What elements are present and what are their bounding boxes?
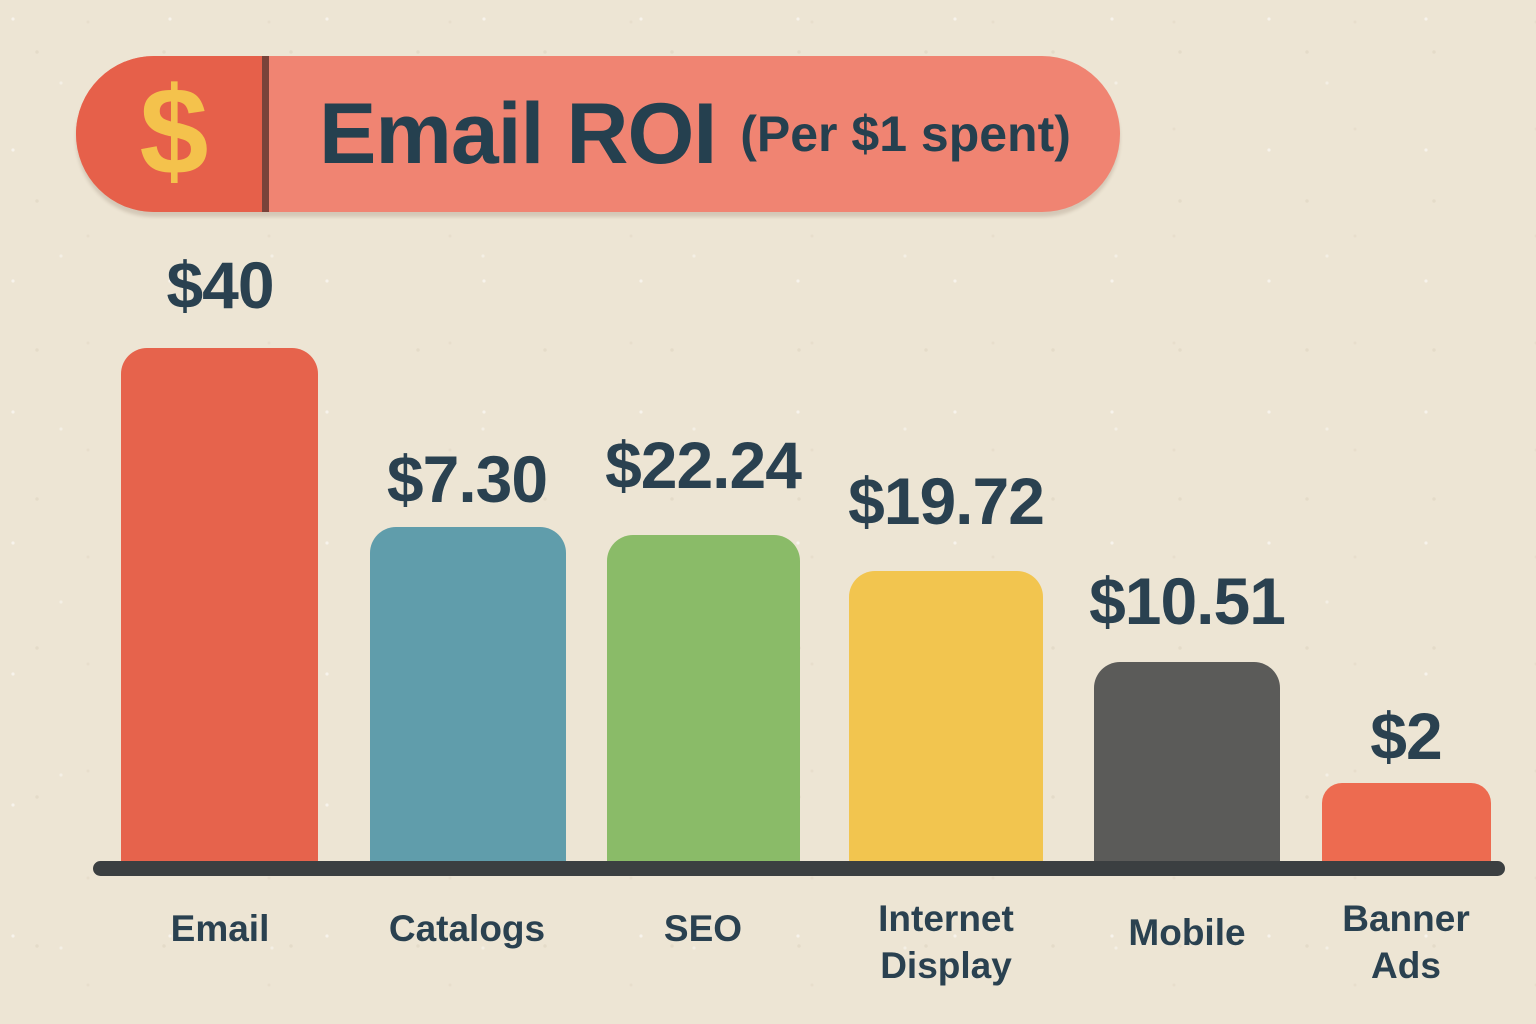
value-label-internet-display: $19.72 (848, 464, 1045, 538)
header-banner: $ Email ROI (Per $1 spent) (76, 56, 1120, 212)
dollar-icon: $ (139, 63, 209, 201)
bar-internet-display (849, 571, 1043, 870)
page-title: Email ROI (319, 86, 717, 182)
header-text: Email ROI (Per $1 spent) (269, 56, 1120, 212)
page-subtitle: (Per $1 spent) (740, 106, 1071, 162)
bar-banner-ads (1322, 783, 1491, 870)
header-icon-panel: $ (76, 56, 262, 212)
x-axis-line (93, 861, 1505, 876)
bar-catalogs (370, 527, 566, 870)
category-label-banner-ads: Banner Ads (1342, 898, 1470, 986)
value-label-email: $40 (166, 248, 274, 322)
value-label-banner-ads: $2 (1370, 699, 1442, 773)
bar-email (121, 348, 318, 870)
value-label-mobile: $10.51 (1089, 564, 1286, 638)
header-divider (262, 56, 269, 212)
bar-seo (607, 535, 800, 870)
